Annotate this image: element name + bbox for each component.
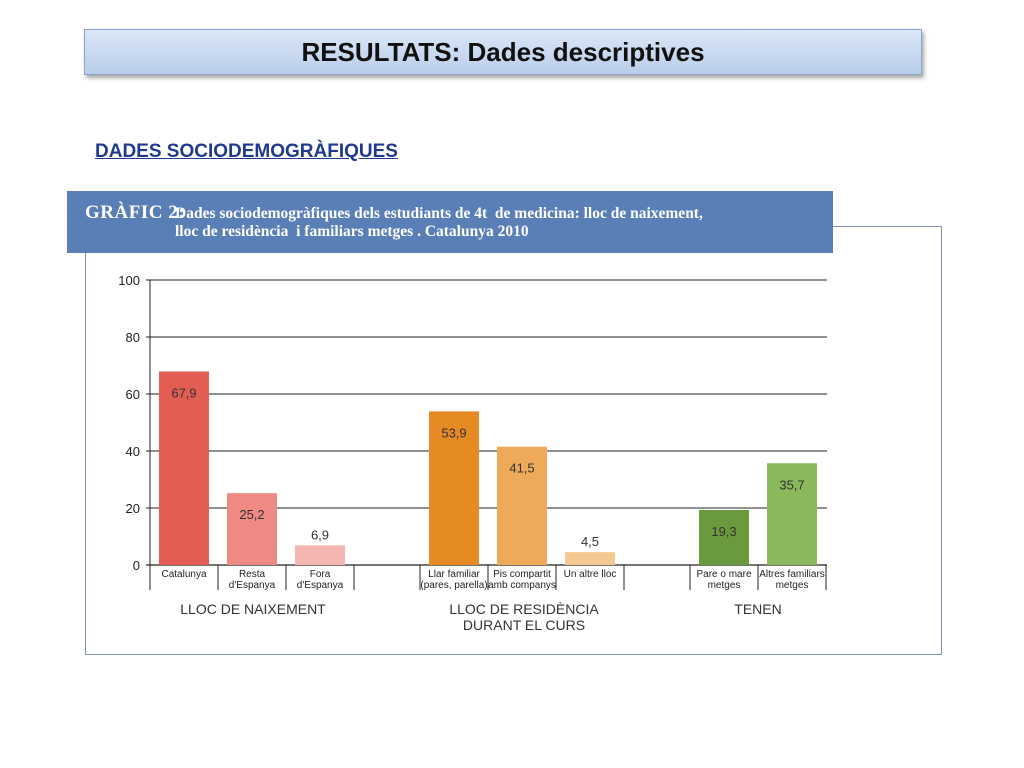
y-tick-label: 60 <box>126 387 140 402</box>
figure-title: Dades sociodemogràfiques dels estudiants… <box>175 205 815 241</box>
figure-header: GRÀFIC 2: Dades sociodemogràfiques dels … <box>67 191 833 253</box>
group-label: LLOC DE RESIDÈNCIA <box>449 601 599 617</box>
x-category-label: Pis compartit <box>493 569 551 580</box>
data-label: 41,5 <box>509 461 534 476</box>
x-category-label-line2: metges <box>708 580 741 591</box>
data-label: 19,3 <box>711 524 736 539</box>
slide-title: RESULTATS: Dades descriptives <box>301 36 705 67</box>
x-category-label: Fora <box>310 569 331 580</box>
x-category-label: Pare o mare <box>696 569 751 580</box>
x-category-label: Altres familiars <box>759 569 825 580</box>
y-tick-label: 20 <box>126 501 140 516</box>
slide-title-bar: RESULTATS: Dades descriptives <box>84 29 922 75</box>
bar <box>497 446 547 565</box>
group-label: LLOC DE NAIXEMENT <box>180 601 326 617</box>
y-tick-label: 0 <box>133 558 140 573</box>
x-category-label-line2: d'Espanya <box>297 580 344 591</box>
figure-label: GRÀFIC 2: <box>85 202 186 223</box>
bar <box>429 411 479 565</box>
data-label: 67,9 <box>171 385 196 400</box>
data-label: 35,7 <box>779 477 804 492</box>
x-category-label: Llar familiar <box>428 569 480 580</box>
x-category-label-line2: metges <box>776 580 809 591</box>
x-category-label-line2: (pares, parella) <box>420 580 487 591</box>
bar <box>227 493 277 565</box>
bar <box>159 371 209 565</box>
group-label: TENEN <box>734 601 781 617</box>
x-category-label-line2: amb companys <box>488 580 556 591</box>
x-category-label: Catalunya <box>161 569 206 580</box>
data-label: 6,9 <box>311 527 329 542</box>
data-label: 53,9 <box>441 425 466 440</box>
x-category-label: Un altre lloc <box>564 569 617 580</box>
data-label: 25,2 <box>239 507 264 522</box>
group-label-line2: DURANT EL CURS <box>463 617 585 633</box>
bar <box>565 552 615 565</box>
bar <box>767 463 817 565</box>
y-tick-label: 100 <box>118 273 140 288</box>
figure-title-line-2: lloc de residència i familiars metges . … <box>175 223 529 240</box>
figure-frame <box>85 226 942 655</box>
bar <box>295 545 345 565</box>
figure-title-line-1: Dades sociodemogràfiques dels estudiants… <box>175 205 703 222</box>
section-link[interactable]: DADES SOCIODEMOGRÀFIQUES <box>95 141 398 162</box>
x-category-label-line2: d'Espanya <box>229 580 276 591</box>
bar <box>699 509 749 565</box>
y-tick-label: 80 <box>126 330 140 345</box>
y-tick-label: 40 <box>126 444 140 459</box>
x-category-label: Resta <box>239 569 266 580</box>
data-label: 4,5 <box>581 534 599 549</box>
